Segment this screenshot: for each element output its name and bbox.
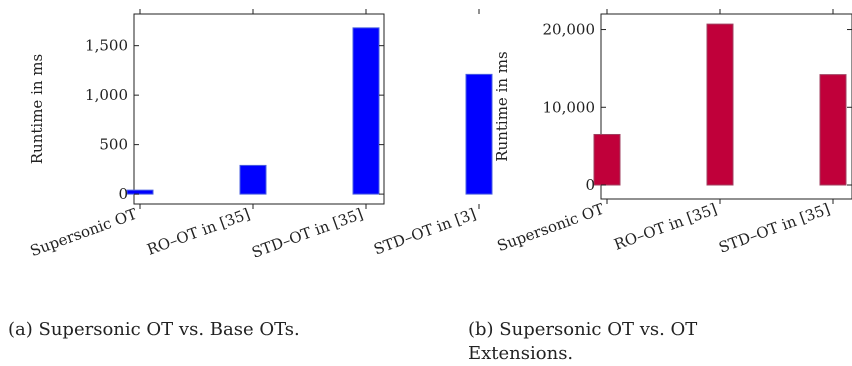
y-tick-label: 1,000: [85, 86, 128, 104]
x-tick-label: RO–OT in [35]: [145, 205, 253, 259]
bar: [593, 133, 621, 186]
x-tick-label: STD–OT in [35]: [249, 205, 365, 262]
bar: [352, 27, 380, 195]
chart-a: 0 500 1,000 1,500 Supersonic OT RO–OT in [35]…: [28, 9, 493, 262]
y-tick-label: 20,000: [543, 21, 596, 39]
y-tick-label: 1,500: [85, 37, 128, 55]
x-tick-label: Supersonic OT: [28, 205, 140, 260]
caption-a: (a) Supersonic OT vs. Base OTs.: [8, 319, 300, 340]
y-tick-label: 0: [118, 185, 128, 203]
y-tick-label: 0: [585, 176, 595, 194]
y-tick-label: 500: [99, 136, 128, 154]
plot-frame: [600, 13, 852, 200]
plot-frame: [133, 13, 385, 205]
caption-b: (b) Supersonic OT vs. OT Extensions.: [468, 319, 698, 364]
y-axis-label: Runtime in ms: [493, 51, 511, 161]
x-tick-label: RO–OT in [35]: [612, 200, 720, 254]
chart-b: 0 10,000 20,000 Supersonic OT RO–OT in [35]S…: [493, 9, 852, 257]
bar: [239, 164, 267, 195]
bar: [819, 74, 847, 186]
x-tick-label: Supersonic OT: [495, 200, 607, 255]
bar: [465, 73, 493, 195]
x-tick-label: STD–OT in [3]: [371, 205, 478, 259]
x-tick-label: STD–OT in [35]: [716, 200, 832, 257]
y-tick-label: 10,000: [543, 98, 596, 116]
bar: [126, 189, 154, 195]
y-axis-label: Runtime in ms: [28, 54, 46, 164]
bar: [706, 23, 734, 186]
